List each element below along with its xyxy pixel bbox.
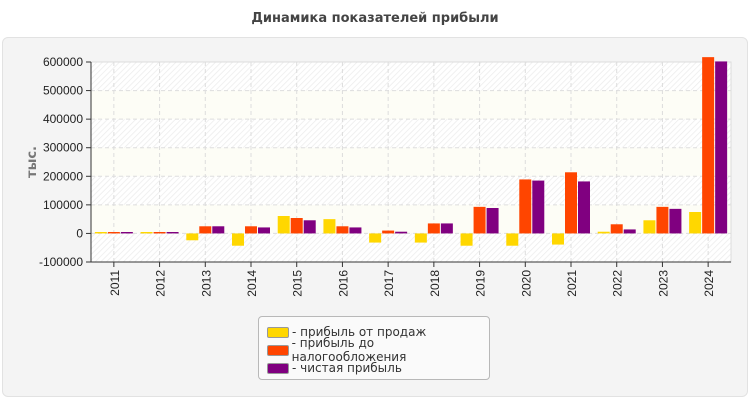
y-tick-label: 300000 xyxy=(43,141,83,155)
bar-2011-s1 xyxy=(107,232,120,234)
x-tick-label: 2022 xyxy=(611,270,625,297)
x-tick-label: 2014 xyxy=(245,270,259,297)
bar-2023-s2 xyxy=(669,208,682,234)
x-tick-label: 2021 xyxy=(565,270,579,297)
x-tick-label: 2020 xyxy=(519,270,533,297)
bar-2022-s2 xyxy=(623,229,636,234)
bar-2020-s1 xyxy=(519,179,532,234)
bar-2023-s0 xyxy=(643,220,656,234)
x-tick-label: 2013 xyxy=(199,270,213,297)
bar-2012-s2 xyxy=(166,232,179,234)
y-tick-label: 100000 xyxy=(43,198,83,212)
bar-2011-s0 xyxy=(94,232,107,234)
bar-2014-s2 xyxy=(258,227,270,234)
bar-2014-s1 xyxy=(245,226,257,234)
y-tick-label: -100000 xyxy=(39,255,83,269)
bar-2023-s1 xyxy=(656,206,669,234)
x-tick-label: 2018 xyxy=(428,270,442,297)
y-axis-label: тыс. xyxy=(25,146,40,178)
legend-swatch xyxy=(267,344,289,356)
bar-2018-s1 xyxy=(427,223,440,234)
x-tick-label: 2017 xyxy=(382,270,396,297)
bar-2019-s2 xyxy=(486,208,499,234)
y-tick-label: 200000 xyxy=(43,169,83,183)
bar-2012-s1 xyxy=(153,232,166,234)
bar-2020-s0 xyxy=(506,233,519,246)
grid-band xyxy=(91,147,731,177)
x-tick-label: 2016 xyxy=(336,270,350,297)
bar-2024-s2 xyxy=(715,61,728,234)
x-tick-label: 2015 xyxy=(291,270,305,297)
bar-2011-s2 xyxy=(120,232,133,234)
bar-2022-s1 xyxy=(610,224,623,234)
bar-2013-s1 xyxy=(199,226,212,234)
legend-label: - прибыль от продаж xyxy=(292,325,427,339)
bar-2015-s2 xyxy=(303,220,316,234)
bar-2013-s2 xyxy=(212,226,225,234)
bar-2018-s2 xyxy=(440,223,453,234)
legend-swatch xyxy=(267,326,289,338)
bar-2014-s0 xyxy=(232,233,244,246)
bar-2020-s2 xyxy=(532,180,545,234)
bar-2017-s1 xyxy=(382,230,395,234)
bar-2021-s2 xyxy=(578,181,590,234)
bar-2019-s1 xyxy=(473,206,486,234)
bar-2017-s0 xyxy=(369,233,382,243)
bar-2016-s1 xyxy=(336,226,349,234)
x-tick-label: 2011 xyxy=(108,270,122,296)
y-tick-label: 0 xyxy=(76,226,83,240)
bar-2016-s0 xyxy=(323,219,336,234)
x-tick-label: 2019 xyxy=(474,270,488,297)
x-tick-label: 2024 xyxy=(702,270,716,297)
bar-2019-s0 xyxy=(460,233,473,246)
bar-2017-s2 xyxy=(395,231,408,234)
legend-label: - прибыль до налогообложения xyxy=(291,336,407,364)
legend: - прибыль от продаж - прибыль до налогооб… xyxy=(258,316,490,380)
y-tick-label: 500000 xyxy=(43,84,83,98)
bar-2016-s2 xyxy=(349,227,362,234)
y-tick-label: 600000 xyxy=(43,55,83,69)
x-tick-label: 2023 xyxy=(656,270,670,297)
bar-2018-s0 xyxy=(414,233,427,243)
legend-item: - прибыль до налогообложения xyxy=(267,336,489,364)
grid-band xyxy=(91,204,731,234)
bar-2012-s0 xyxy=(140,232,153,234)
legend-swatch xyxy=(267,362,289,374)
bar-2021-s0 xyxy=(552,233,564,245)
bar-2022-s0 xyxy=(597,231,610,234)
x-tick-label: 2012 xyxy=(154,270,168,297)
legend-item: - прибыль от продаж xyxy=(267,323,489,341)
y-tick-label: 400000 xyxy=(43,112,83,126)
bar-2015-s1 xyxy=(290,218,303,234)
bar-2024-s1 xyxy=(702,57,715,234)
legend-item: - чистая прибыль xyxy=(267,359,489,377)
grid-band xyxy=(91,90,731,120)
chart-title: Динамика показателей прибыли xyxy=(251,11,499,26)
legend-label: - чистая прибыль xyxy=(292,361,402,375)
bar-2021-s1 xyxy=(565,172,577,234)
bar-2015-s0 xyxy=(277,216,290,234)
bar-2024-s0 xyxy=(689,212,702,234)
bar-2013-s0 xyxy=(186,233,199,241)
